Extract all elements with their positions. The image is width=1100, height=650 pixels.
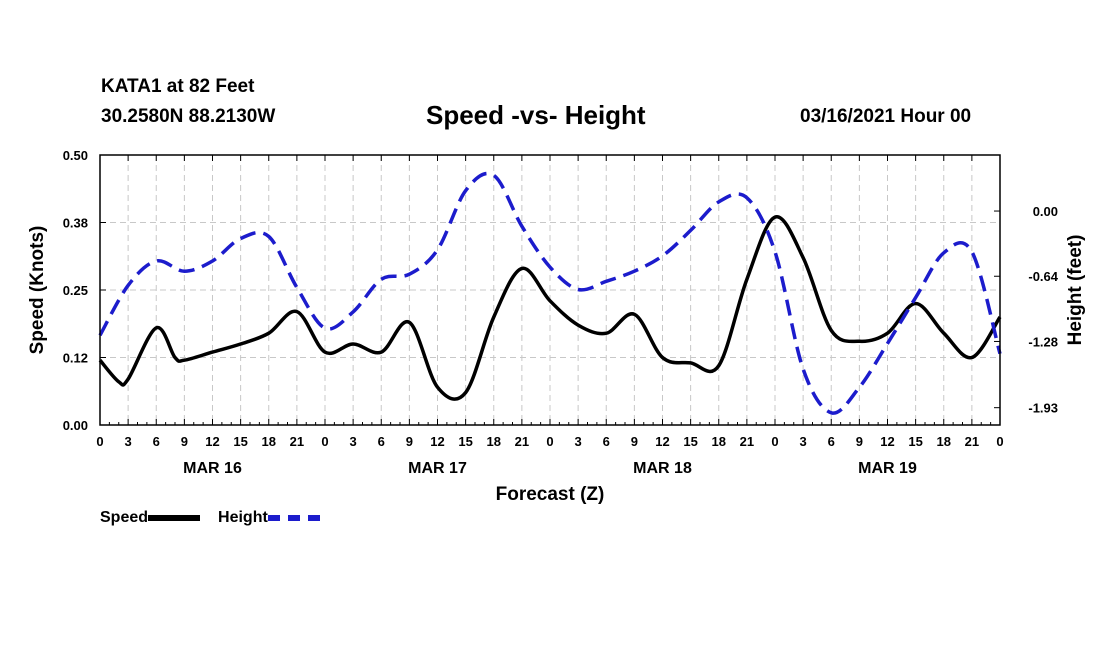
y-tick-label: 0.25 xyxy=(63,283,88,298)
x-tick-label: 15 xyxy=(458,434,472,449)
x-tick-label: 15 xyxy=(233,434,247,449)
x-tick-label: 0 xyxy=(96,434,103,449)
x-tick-label: 21 xyxy=(290,434,304,449)
x-tick-label: 6 xyxy=(378,434,385,449)
x-tick-label: 3 xyxy=(575,434,582,449)
y2-tick-label: -1.93 xyxy=(1028,401,1058,416)
x-axis-title: Forecast (Z) xyxy=(496,484,605,505)
y-axis-title: Speed (Knots) xyxy=(27,226,48,355)
x-tick-label: 21 xyxy=(740,434,754,449)
x-tick-label: 12 xyxy=(655,434,669,449)
speed-series-line xyxy=(98,215,1002,401)
x-tick-label: 9 xyxy=(181,434,188,449)
legend: Speed Height xyxy=(100,509,338,527)
x-tick-label: 3 xyxy=(350,434,357,449)
forecast-date: 03/16/2021 Hour 00 xyxy=(800,106,972,127)
x-tick-label: 0 xyxy=(996,434,1003,449)
legend-height-swatch xyxy=(267,515,320,521)
y-tick-label: 0.12 xyxy=(63,351,88,366)
x-tick-label: 18 xyxy=(487,434,501,449)
day-label: MAR 17 xyxy=(408,460,467,477)
x-tick-label: 18 xyxy=(262,434,276,449)
legend-speed-swatch xyxy=(148,515,201,521)
y2-tick-label: -0.64 xyxy=(1028,269,1058,284)
day-label: MAR 18 xyxy=(633,460,692,477)
y2-tick-label: 0.00 xyxy=(1033,204,1058,219)
station-name: KATA1 at 82 Feet xyxy=(101,76,255,97)
x-tick-label: 12 xyxy=(880,434,894,449)
x-tick-label: 0 xyxy=(546,434,553,449)
series xyxy=(98,171,1002,415)
x-tick-label: 15 xyxy=(683,434,697,449)
legend-speed-label: Speed xyxy=(100,509,149,526)
y-tick-label: 0.38 xyxy=(63,216,88,231)
x-tick-label: 9 xyxy=(406,434,413,449)
y-tick-label: 0.00 xyxy=(63,418,88,433)
x-tick-label: 9 xyxy=(856,434,863,449)
x-tick-label: 0 xyxy=(771,434,778,449)
y2-axis-title: Height (feet) xyxy=(1065,235,1086,346)
day-label: MAR 19 xyxy=(858,460,917,477)
x-tick-label: 9 xyxy=(631,434,638,449)
x-tick-label: 18 xyxy=(712,434,726,449)
day-label: MAR 16 xyxy=(183,460,242,477)
x-tick-label: 15 xyxy=(908,434,922,449)
x-tick-label: 0 xyxy=(321,434,328,449)
station-coordinates: 30.2580N 88.2130W xyxy=(101,106,276,127)
chart-title: Speed -vs- Height xyxy=(426,100,646,130)
x-tick-label: 12 xyxy=(430,434,444,449)
x-tick-label: 18 xyxy=(937,434,951,449)
x-tick-label: 6 xyxy=(828,434,835,449)
x-tick-label: 3 xyxy=(125,434,132,449)
x-tick-label: 21 xyxy=(515,434,529,449)
x-tick-label: 6 xyxy=(153,434,160,449)
legend-height-label: Height xyxy=(218,509,268,526)
x-tick-label: 21 xyxy=(965,434,979,449)
x-tick-label: 6 xyxy=(603,434,610,449)
x-tick-label: 3 xyxy=(800,434,807,449)
height-series-line xyxy=(98,171,1002,415)
y2-tick-label: -1.28 xyxy=(1028,334,1058,349)
y-tick-label: 0.50 xyxy=(63,148,88,163)
grid xyxy=(100,155,1000,425)
axes: 0 3 6 9 12 15 18 21 0 3 6 9 12 15 18 21 0 3 6 9 12 15 18 21 0 3 6 9… xyxy=(63,148,1059,477)
x-tick-label: 12 xyxy=(205,434,219,449)
